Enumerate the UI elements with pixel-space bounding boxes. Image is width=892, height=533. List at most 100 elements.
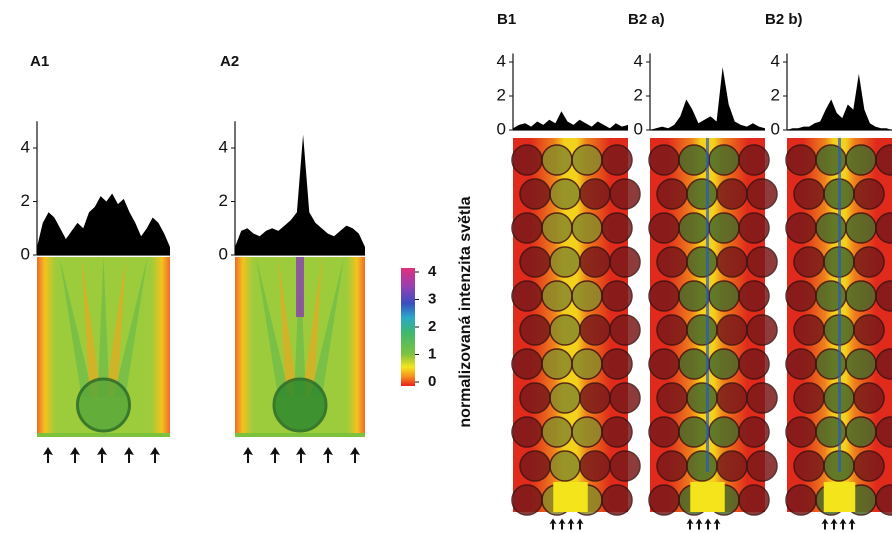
scatterer — [572, 417, 602, 447]
scatterer — [649, 349, 679, 379]
arrow — [550, 519, 557, 530]
focus-line — [706, 138, 709, 472]
intensity-profile — [235, 135, 365, 255]
scatterer — [717, 247, 747, 277]
scatterer — [520, 315, 550, 345]
scatterer — [542, 417, 572, 447]
bottom-strip — [37, 433, 170, 437]
arrow — [840, 519, 847, 530]
panel-title: B2 a) — [628, 11, 665, 28]
scatterer — [794, 383, 824, 413]
scatterer — [610, 247, 640, 277]
colorbar-tick-label: 0 — [428, 373, 436, 390]
y-tick-label: 2 — [771, 85, 780, 104]
source — [553, 482, 588, 512]
scatterer — [512, 145, 542, 175]
scatterer — [854, 247, 884, 277]
intensity-profile — [787, 74, 892, 130]
y-tick-label: 2 — [497, 85, 506, 104]
scatterer — [520, 179, 550, 209]
scatterer — [679, 281, 709, 311]
intensity-profile — [513, 111, 628, 130]
colorbar-tick-label: 1 — [428, 345, 436, 362]
scatterer — [602, 213, 632, 243]
arrow — [714, 519, 721, 530]
scatterer — [747, 247, 777, 277]
scatterer — [854, 315, 884, 345]
scatterer — [657, 315, 687, 345]
arrow — [687, 519, 694, 530]
scatterer — [816, 145, 846, 175]
scatterer — [709, 281, 739, 311]
scatterer — [602, 485, 632, 515]
scatterer — [572, 213, 602, 243]
scatterer — [687, 451, 717, 481]
scatterer — [602, 145, 632, 175]
scatterer — [520, 451, 550, 481]
arrow — [559, 519, 566, 530]
scatterer — [687, 247, 717, 277]
arrow — [350, 447, 360, 463]
scatterer — [572, 281, 602, 311]
scatterer — [649, 417, 679, 447]
scatterer — [786, 417, 816, 447]
arrow — [296, 447, 306, 463]
y-tick-label: 4 — [771, 51, 780, 70]
scatterer — [550, 179, 580, 209]
scatterer — [649, 145, 679, 175]
y-tick-label: 4 — [497, 51, 506, 70]
arrow — [70, 447, 80, 463]
panel-title: B2 b) — [765, 11, 803, 28]
scatterer — [717, 315, 747, 345]
scatterer — [610, 451, 640, 481]
scatterer — [649, 281, 679, 311]
scatterer — [580, 179, 610, 209]
scatterer — [512, 417, 542, 447]
scatterer — [786, 485, 816, 515]
scatterer — [580, 247, 610, 277]
scatterer — [679, 349, 709, 379]
scatterer — [512, 485, 542, 515]
scatterer — [679, 213, 709, 243]
scatterer — [709, 145, 739, 175]
y-tick-label: 2 — [219, 191, 228, 210]
arrow — [696, 519, 703, 530]
y-tick-label: 0 — [497, 119, 506, 138]
scatterer — [520, 383, 550, 413]
scatterer — [550, 247, 580, 277]
particle — [274, 379, 326, 431]
panel-title: B1 — [497, 11, 516, 28]
scatterer — [747, 451, 777, 481]
scatterer — [512, 213, 542, 243]
arrow — [822, 519, 829, 530]
y-tick-label: 0 — [634, 119, 643, 138]
y-tick-label: 2 — [21, 191, 30, 210]
scatterer — [739, 485, 769, 515]
scatterer — [550, 315, 580, 345]
scatterer — [649, 485, 679, 515]
scatterer — [854, 383, 884, 413]
scatterer — [747, 383, 777, 413]
scatterer — [610, 315, 640, 345]
intensity-profile — [37, 193, 170, 255]
scatterer — [657, 383, 687, 413]
scatterer — [679, 417, 709, 447]
scatterer — [739, 213, 769, 243]
scatterer — [709, 417, 739, 447]
scatterer — [550, 451, 580, 481]
scatterer — [846, 417, 876, 447]
intensity-profile — [650, 67, 765, 130]
scatterer — [580, 315, 610, 345]
y-tick-label: 4 — [21, 137, 30, 156]
scatterer — [657, 247, 687, 277]
scatterer — [550, 383, 580, 413]
y-tick-label: 4 — [634, 51, 643, 70]
scatterer — [747, 315, 777, 345]
scatterer — [854, 451, 884, 481]
scatterer — [846, 349, 876, 379]
arrow — [243, 447, 253, 463]
scatterer — [649, 213, 679, 243]
scatterer — [687, 383, 717, 413]
arrow — [97, 447, 107, 463]
scatterer — [747, 179, 777, 209]
